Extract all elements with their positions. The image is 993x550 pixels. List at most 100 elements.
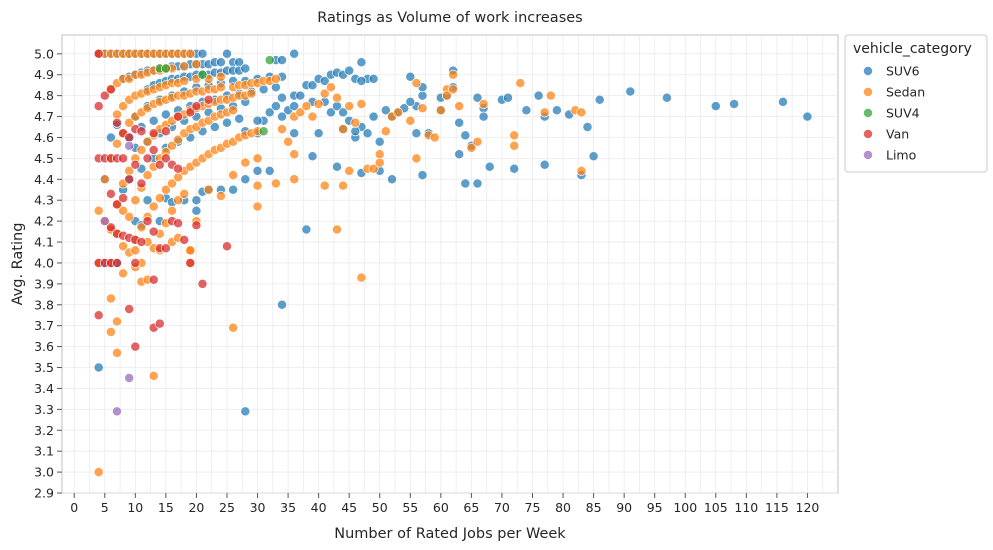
point-van: [173, 163, 184, 174]
point-sedan: [411, 78, 422, 89]
point-suv6: [472, 178, 483, 189]
point-van: [203, 94, 214, 105]
point-sedan: [173, 195, 184, 206]
point-sedan: [576, 107, 587, 118]
point-van: [173, 111, 184, 122]
point-suv6: [222, 48, 232, 59]
point-limo: [124, 140, 135, 151]
point-sedan: [545, 90, 556, 101]
y-tick-label: 4.6: [34, 130, 54, 145]
point-suv6: [484, 161, 495, 172]
y-tick-label: 5.0: [34, 46, 54, 61]
point-van: [148, 128, 159, 139]
y-tick-label: 4.8: [34, 88, 54, 103]
point-suv6: [710, 101, 721, 112]
point-suv6: [417, 90, 428, 101]
point-van: [148, 274, 159, 285]
legend-label: Van: [886, 127, 909, 142]
point-suv6: [270, 101, 281, 112]
point-van: [124, 304, 135, 314]
legend-label: Limo: [886, 148, 916, 163]
y-tick-label: 4.9: [34, 67, 54, 82]
legend-marker: [863, 87, 873, 97]
point-van: [112, 258, 122, 268]
point-van: [185, 107, 196, 118]
point-van: [105, 222, 116, 233]
point-sedan: [118, 205, 129, 216]
point-sedan: [252, 153, 263, 164]
y-axis-ticks: 2.9 3.0 3.1 3.2 3.3 3.4 3.5 3.6 3.7 3.8 3.9 4.0 4.1 4…: [34, 46, 62, 501]
x-tick-label: 15: [158, 500, 174, 515]
point-suv6: [277, 111, 287, 122]
point-sedan: [142, 170, 153, 181]
y-tick-label: 4.4: [34, 172, 54, 187]
point-suv6: [405, 96, 416, 107]
point-sedan: [142, 136, 153, 147]
point-sedan: [167, 205, 177, 216]
point-sedan: [130, 195, 141, 206]
point-suv6: [307, 80, 318, 91]
point-sedan: [319, 180, 330, 191]
point-sedan: [393, 107, 404, 118]
point-van: [179, 234, 190, 245]
point-sedan: [576, 165, 587, 176]
point-suv6: [802, 111, 813, 122]
point-sedan: [515, 78, 526, 89]
x-axis-label: Number of Rated Jobs per Week: [334, 526, 566, 542]
point-sedan: [99, 174, 110, 185]
point-sedan: [307, 111, 318, 122]
point-suv6: [368, 73, 379, 84]
point-sedan: [154, 193, 165, 204]
point-sedan: [295, 107, 306, 118]
point-sedan: [130, 245, 141, 256]
point-suv6: [215, 57, 226, 68]
point-van: [160, 243, 171, 254]
point-limo: [99, 216, 110, 227]
legend-label: Sedan: [886, 85, 925, 100]
point-sedan: [215, 191, 226, 201]
point-sedan: [167, 140, 177, 151]
point-sedan: [301, 101, 312, 112]
point-sedan: [374, 149, 385, 160]
y-tick-label: 4.2: [34, 214, 54, 229]
point-sedan: [240, 157, 251, 168]
point-suv6: [625, 86, 636, 97]
point-suv6: [240, 63, 251, 74]
series-suv4: [154, 55, 275, 137]
point-van: [154, 159, 165, 170]
point-suv6: [313, 128, 324, 139]
point-suv6: [289, 128, 300, 139]
point-sedan: [344, 101, 355, 112]
point-sedan: [509, 140, 520, 151]
point-suv6: [222, 117, 232, 128]
point-van: [124, 132, 135, 143]
point-van: [99, 90, 110, 101]
point-sedan: [448, 84, 459, 95]
point-sedan: [112, 347, 122, 358]
legend-item-suv6: SUV6: [863, 64, 920, 79]
legend-label: SUV4: [886, 106, 920, 121]
point-van: [130, 341, 141, 352]
x-tick-label: 65: [463, 500, 479, 515]
point-suv6: [387, 174, 397, 185]
x-tick-label: 105: [704, 500, 728, 515]
point-van: [130, 258, 141, 268]
x-tick-label: 5: [101, 500, 109, 515]
point-sedan: [112, 138, 122, 149]
point-suv6: [301, 224, 312, 235]
point-suv6: [729, 99, 740, 109]
y-tick-label: 4.1: [34, 235, 54, 250]
point-van: [142, 216, 153, 227]
point-van: [124, 174, 135, 185]
point-van: [136, 237, 147, 247]
point-sedan: [93, 467, 104, 478]
point-van: [142, 153, 153, 164]
y-tick-label: 3.2: [34, 423, 54, 438]
point-suv6: [264, 107, 275, 118]
y-tick-label: 3.1: [34, 444, 54, 459]
point-suv6: [472, 92, 483, 103]
point-sedan: [124, 117, 135, 128]
point-sedan: [283, 136, 294, 147]
point-sedan: [350, 117, 361, 128]
